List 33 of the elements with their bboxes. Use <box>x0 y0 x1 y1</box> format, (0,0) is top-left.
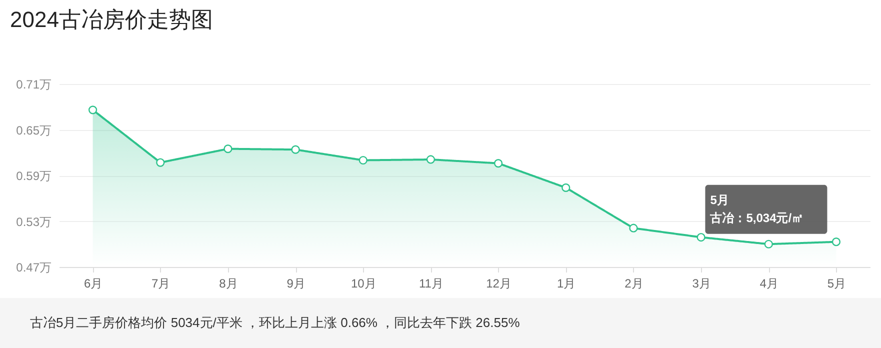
x-tick-label: 9月 <box>286 276 306 290</box>
x-tick-label: 6月 <box>84 276 103 290</box>
point <box>494 159 503 168</box>
annotation: 5月 <box>710 192 729 207</box>
y-tick-label: 0.65万 <box>16 123 52 138</box>
x-tick-label: 10月 <box>350 276 376 290</box>
point <box>156 158 165 167</box>
x-tick-label: 5月 <box>827 276 846 290</box>
text: 古冶5月二手房价格均价 5034元/平米 ，环比上月上涨 0.66% ，同比去年下跌 26.55% <box>0 298 881 348</box>
y-tick-label: 0.71万 <box>16 78 52 92</box>
point <box>764 240 773 248</box>
annotation: 古冶：5,034元/㎡ <box>709 210 804 225</box>
x-tick-label: 11月 <box>418 276 444 290</box>
point <box>832 238 841 246</box>
x-tick-label: 4月 <box>760 276 778 290</box>
x-tick-label: 8月 <box>219 276 238 290</box>
point <box>562 183 570 192</box>
x-tick-label: 7月 <box>152 276 170 290</box>
point <box>88 106 98 114</box>
x-tick-label: 12月 <box>486 276 512 290</box>
y-tick-label: 0.59万 <box>16 169 52 183</box>
x-tick-label: 3月 <box>692 276 711 290</box>
point <box>696 232 706 242</box>
x-tick-label: 2月 <box>624 276 644 290</box>
point <box>358 156 368 165</box>
chart-title: 2024古冶房价走势图 <box>10 7 213 32</box>
y-tick-label: 0.53万 <box>16 214 52 229</box>
point <box>426 155 436 164</box>
point <box>629 224 638 232</box>
x-tick-label: 1月 <box>557 276 576 290</box>
point <box>291 145 300 154</box>
point <box>224 144 232 154</box>
y-tick-label: 0.47万 <box>16 260 52 274</box>
